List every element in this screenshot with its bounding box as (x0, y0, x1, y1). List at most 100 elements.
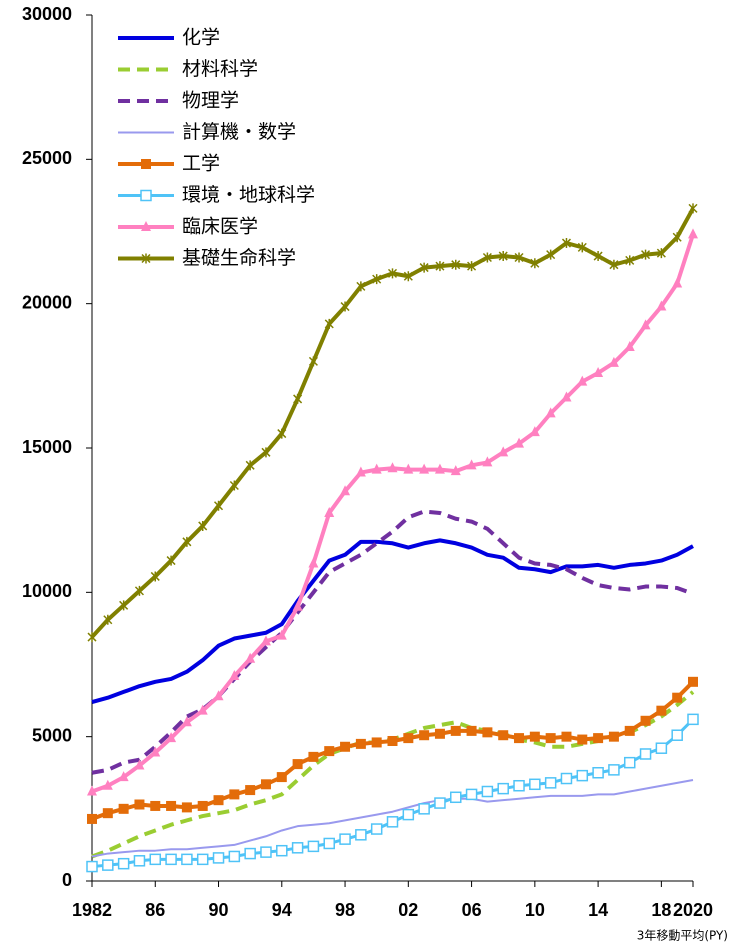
data-point (102, 779, 113, 790)
data-point (639, 748, 652, 760)
data-point (87, 813, 97, 824)
data-point (308, 356, 318, 367)
data-point (403, 733, 414, 744)
data-point (688, 676, 698, 687)
data-point (245, 460, 255, 471)
data-point (291, 842, 304, 854)
data-point (102, 808, 113, 819)
data-point (466, 725, 477, 736)
data-point (434, 463, 445, 474)
data-point (370, 823, 383, 835)
data-point (640, 715, 651, 726)
data-point (134, 759, 145, 770)
data-point (529, 731, 540, 742)
data-point (324, 506, 335, 517)
x-tick-label: 14 (588, 900, 608, 920)
data-point (356, 281, 366, 292)
data-point (181, 716, 192, 727)
data-point (608, 356, 619, 367)
y-tick-label: 5000 (32, 725, 72, 745)
y-tick-label: 15000 (22, 437, 72, 457)
y-tick-label: 25000 (22, 148, 72, 168)
data-point (372, 274, 382, 285)
data-point (213, 795, 224, 806)
legend-label: 臨床医学 (182, 216, 258, 238)
x-tick-label: 90 (209, 900, 229, 920)
data-point (656, 705, 667, 716)
data-point (245, 652, 256, 663)
data-point (387, 735, 398, 746)
data-point (546, 249, 556, 260)
data-point (387, 268, 398, 279)
data-point (451, 259, 461, 270)
data-point (672, 232, 682, 243)
legend-entry: 化学 (118, 27, 220, 49)
data-point (435, 261, 445, 272)
legend-marker (141, 221, 151, 231)
data-point (197, 800, 208, 811)
data-point (355, 738, 366, 749)
y-tick-label: 10000 (22, 581, 72, 601)
x-tick-label: 98 (335, 900, 355, 920)
data-point (593, 251, 603, 262)
data-point (641, 249, 651, 260)
data-point (481, 785, 494, 798)
data-point (402, 808, 415, 821)
data-point (340, 301, 350, 312)
data-point (593, 366, 604, 377)
data-point (450, 791, 462, 804)
legend-label: 計算機・数学 (182, 121, 296, 143)
data-point (514, 437, 525, 448)
data-point (419, 463, 430, 474)
data-point (419, 262, 429, 273)
data-point (323, 837, 335, 850)
data-point (228, 850, 241, 863)
data-point (166, 732, 177, 743)
data-point (576, 769, 589, 782)
data-point (260, 779, 271, 790)
x-tick-label: 10 (525, 900, 545, 920)
data-point (197, 704, 208, 715)
x-tick-label: 18 (651, 900, 671, 920)
data-point (149, 853, 162, 866)
data-point (260, 846, 272, 858)
data-point (656, 300, 667, 311)
data-point (465, 788, 478, 801)
data-point (482, 727, 493, 738)
series-line (91, 233, 695, 794)
data-point (181, 853, 193, 866)
axis-note: 3年移動平均(PY) (637, 929, 728, 943)
series-line (91, 538, 694, 704)
data-point (386, 816, 399, 828)
data-point (688, 228, 698, 239)
x-tick-label: 06 (462, 900, 482, 920)
x-tick-label: 02 (398, 900, 418, 920)
legend-label: 環境・地球科学 (182, 184, 315, 206)
legend-marker (141, 159, 151, 169)
legend-entry: 環境・地球科学 (118, 184, 315, 206)
data-point (498, 251, 508, 262)
data-point (371, 737, 382, 748)
legend-marker (141, 253, 151, 264)
data-point (545, 733, 556, 744)
data-point (307, 840, 320, 853)
data-point (308, 557, 319, 568)
data-point (103, 614, 113, 625)
data-point (118, 771, 129, 782)
data-point (403, 463, 414, 474)
legend-label: 物理学 (182, 90, 239, 112)
data-point (324, 746, 335, 757)
data-point (276, 844, 288, 857)
data-point (529, 426, 540, 437)
data-point (497, 782, 509, 795)
y-tick-label: 20000 (22, 292, 72, 312)
data-point (655, 742, 668, 754)
data-point (560, 772, 573, 785)
data-point (624, 725, 635, 736)
x-tick-label: 94 (272, 900, 292, 920)
legend-entry: 計算機・数学 (118, 121, 296, 143)
series-line (91, 778, 694, 858)
data-point (292, 600, 303, 611)
data-point (640, 319, 651, 330)
